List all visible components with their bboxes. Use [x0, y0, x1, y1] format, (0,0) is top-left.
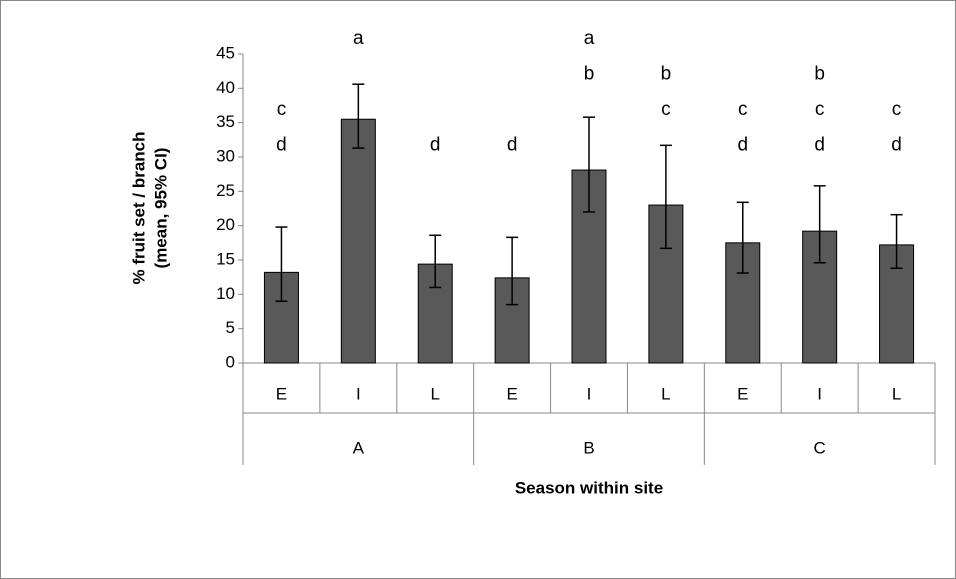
y-tick-label: 30: [216, 146, 235, 165]
error-bar: [736, 201, 749, 274]
x-tick-label: I: [356, 384, 361, 403]
y-tick-label: 20: [216, 215, 235, 234]
y-axis-title: % fruit set / branch (mean, 95% CI): [129, 131, 170, 284]
significance-letter: d: [737, 135, 748, 156]
y-axis-title-line: % fruit set / branch: [129, 131, 148, 284]
y-tick-label: 5: [226, 318, 235, 337]
x-tick-label: I: [817, 384, 822, 403]
x-tick-label: L: [892, 384, 901, 403]
error-bar: [506, 236, 519, 306]
error-bar: [275, 226, 288, 302]
x-axis-title: Season within site: [515, 478, 663, 497]
significance-letter: b: [584, 64, 595, 85]
y-tick-label: 40: [216, 78, 235, 97]
error-bar: [890, 213, 903, 269]
significance-letter: c: [738, 99, 748, 120]
x-tick-label: E: [737, 384, 748, 403]
x-tick-label: L: [430, 384, 439, 403]
y-tick-label: 10: [216, 284, 235, 303]
x-tick-label: E: [276, 384, 287, 403]
y-tick-label: 0: [226, 352, 235, 371]
y-tick-label: 15: [216, 249, 235, 268]
error-bar: [659, 144, 672, 250]
error-bar: [813, 185, 826, 264]
significance-letter: b: [814, 64, 825, 85]
significance-letter: d: [891, 135, 902, 156]
significance-letter: a: [353, 28, 364, 49]
significance-letter: c: [661, 99, 671, 120]
significance-letter: d: [430, 135, 441, 156]
x-tick-label: I: [587, 384, 592, 403]
group-label: A: [353, 438, 365, 457]
group-label: B: [583, 438, 594, 457]
error-bar: [583, 116, 595, 213]
significance-letter: b: [661, 64, 672, 85]
significance-letter: c: [277, 99, 287, 120]
group-label: C: [814, 438, 826, 457]
significance-letter: c: [815, 99, 825, 120]
error-bar: [429, 234, 442, 289]
y-tick-label: 35: [216, 112, 235, 131]
x-tick-label: E: [506, 384, 517, 403]
bar: [340, 118, 376, 364]
y-tick-label: 45: [216, 43, 235, 62]
significance-letter: c: [892, 99, 902, 120]
significance-letter: d: [276, 135, 287, 156]
significance-letter: d: [507, 135, 518, 156]
y-tick-label: 25: [216, 181, 235, 200]
significance-letter: a: [584, 28, 595, 49]
error-bar: [352, 83, 365, 149]
y-axis-title-line: (mean, 95% CI): [151, 148, 170, 269]
x-tick-label: L: [661, 384, 670, 403]
significance-letter: d: [814, 135, 825, 156]
